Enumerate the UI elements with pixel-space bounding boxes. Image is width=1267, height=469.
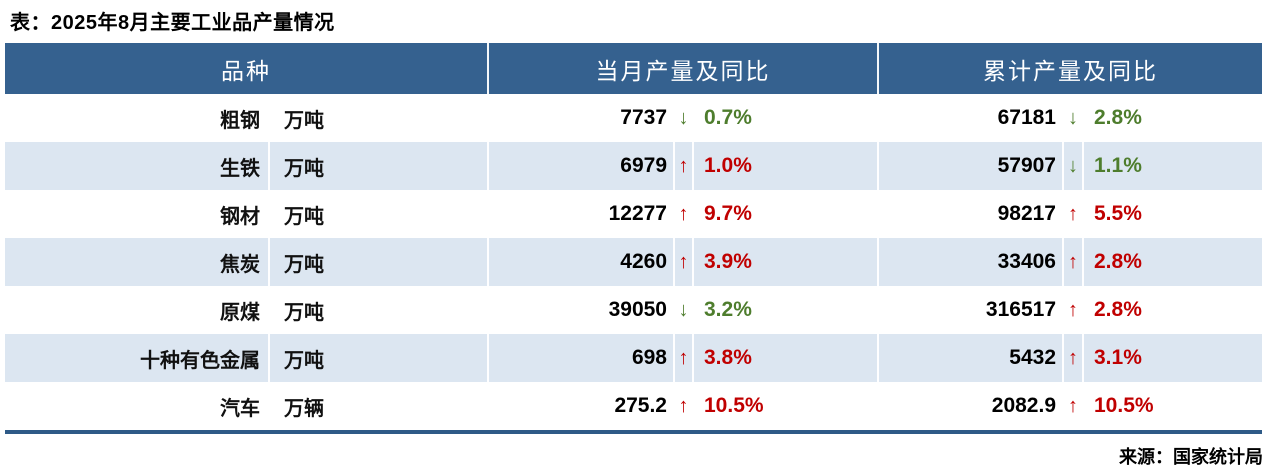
up-arrow-icon: ↑ xyxy=(1062,286,1082,334)
product-name: 钢材 xyxy=(220,205,260,228)
table-row: 原煤 万吨 39050 ↓ 3.2% 316517 ↑ 2.8% xyxy=(5,286,1262,334)
product-name: 焦炭 xyxy=(220,253,260,276)
month-pct: 3.8% xyxy=(692,334,877,382)
month-value: 275.2 xyxy=(487,382,673,430)
cumulative-value: 2082.9 xyxy=(877,382,1062,430)
month-value: 6979 xyxy=(487,142,673,190)
column-header-variety: 品种 xyxy=(221,58,271,84)
product-name: 汽车 xyxy=(220,397,260,420)
cumulative-value: 67181 xyxy=(877,94,1062,142)
cumulative-pct: 3.1% xyxy=(1082,334,1262,382)
cumulative-value: 5432 xyxy=(877,334,1062,382)
industrial-output-table: 品种 当月产量及同比 累计产量及同比 粗钢 万吨 7737 ↓ 0.7% 671… xyxy=(5,43,1262,434)
month-pct: 1.0% xyxy=(692,142,877,190)
column-header-cumulative: 累计产量及同比 xyxy=(877,43,1262,94)
table-header-row: 品种 当月产量及同比 累计产量及同比 xyxy=(5,43,1262,94)
up-arrow-icon: ↑ xyxy=(673,142,692,190)
table-row: 焦炭 万吨 4260 ↑ 3.9% 33406 ↑ 2.8% xyxy=(5,238,1262,286)
table-row: 十种有色金属 万吨 698 ↑ 3.8% 5432 ↑ 3.1% xyxy=(5,334,1262,382)
product-unit: 万辆 xyxy=(268,382,487,430)
product-unit: 万吨 xyxy=(268,334,487,382)
cumulative-pct: 5.5% xyxy=(1082,190,1262,238)
up-arrow-icon: ↑ xyxy=(673,382,692,430)
product-name: 生铁 xyxy=(220,157,260,180)
product-unit: 万吨 xyxy=(268,286,487,334)
table-row: 汽车 万辆 275.2 ↑ 10.5% 2082.9 ↑ 10.5% xyxy=(5,382,1262,430)
month-value: 4260 xyxy=(487,238,673,286)
product-unit: 万吨 xyxy=(268,142,487,190)
month-value: 698 xyxy=(487,334,673,382)
month-value: 7737 xyxy=(487,94,673,142)
cumulative-value: 33406 xyxy=(877,238,1062,286)
product-name: 原煤 xyxy=(220,301,260,324)
cumulative-pct: 2.8% xyxy=(1082,94,1262,142)
up-arrow-icon: ↑ xyxy=(1062,190,1082,238)
cumulative-pct: 10.5% xyxy=(1082,382,1262,430)
table-row: 生铁 万吨 6979 ↑ 1.0% 57907 ↓ 1.1% xyxy=(5,142,1262,190)
down-arrow-icon: ↓ xyxy=(1062,94,1082,142)
product-name: 十种有色金属 xyxy=(140,349,260,372)
month-value: 12277 xyxy=(487,190,673,238)
down-arrow-icon: ↓ xyxy=(1062,142,1082,190)
cumulative-value: 98217 xyxy=(877,190,1062,238)
product-unit: 万吨 xyxy=(268,94,487,142)
up-arrow-icon: ↑ xyxy=(673,238,692,286)
cumulative-pct: 2.8% xyxy=(1082,238,1262,286)
month-pct: 10.5% xyxy=(692,382,877,430)
month-pct: 0.7% xyxy=(692,94,877,142)
month-pct: 3.9% xyxy=(692,238,877,286)
table-row: 钢材 万吨 12277 ↑ 9.7% 98217 ↑ 5.5% xyxy=(5,190,1262,238)
product-name: 粗钢 xyxy=(220,109,260,132)
cumulative-pct: 1.1% xyxy=(1082,142,1262,190)
up-arrow-icon: ↑ xyxy=(1062,382,1082,430)
cumulative-pct: 2.8% xyxy=(1082,286,1262,334)
product-unit: 万吨 xyxy=(268,238,487,286)
product-unit: 万吨 xyxy=(268,190,487,238)
cumulative-value: 316517 xyxy=(877,286,1062,334)
month-value: 39050 xyxy=(487,286,673,334)
up-arrow-icon: ↑ xyxy=(673,190,692,238)
cumulative-value: 57907 xyxy=(877,142,1062,190)
up-arrow-icon: ↑ xyxy=(1062,238,1082,286)
data-source: 来源：国家统计局 xyxy=(1119,447,1263,467)
up-arrow-icon: ↑ xyxy=(1062,334,1082,382)
table-row: 粗钢 万吨 7737 ↓ 0.7% 67181 ↓ 2.8% xyxy=(5,94,1262,142)
down-arrow-icon: ↓ xyxy=(673,286,692,334)
month-pct: 3.2% xyxy=(692,286,877,334)
up-arrow-icon: ↑ xyxy=(673,334,692,382)
column-header-month: 当月产量及同比 xyxy=(487,43,877,94)
down-arrow-icon: ↓ xyxy=(673,94,692,142)
month-pct: 9.7% xyxy=(692,190,877,238)
table-body: 粗钢 万吨 7737 ↓ 0.7% 67181 ↓ 2.8% 生铁 万吨 697… xyxy=(5,94,1262,430)
page-title: 表：2025年8月主要工业品产量情况 xyxy=(10,12,335,34)
